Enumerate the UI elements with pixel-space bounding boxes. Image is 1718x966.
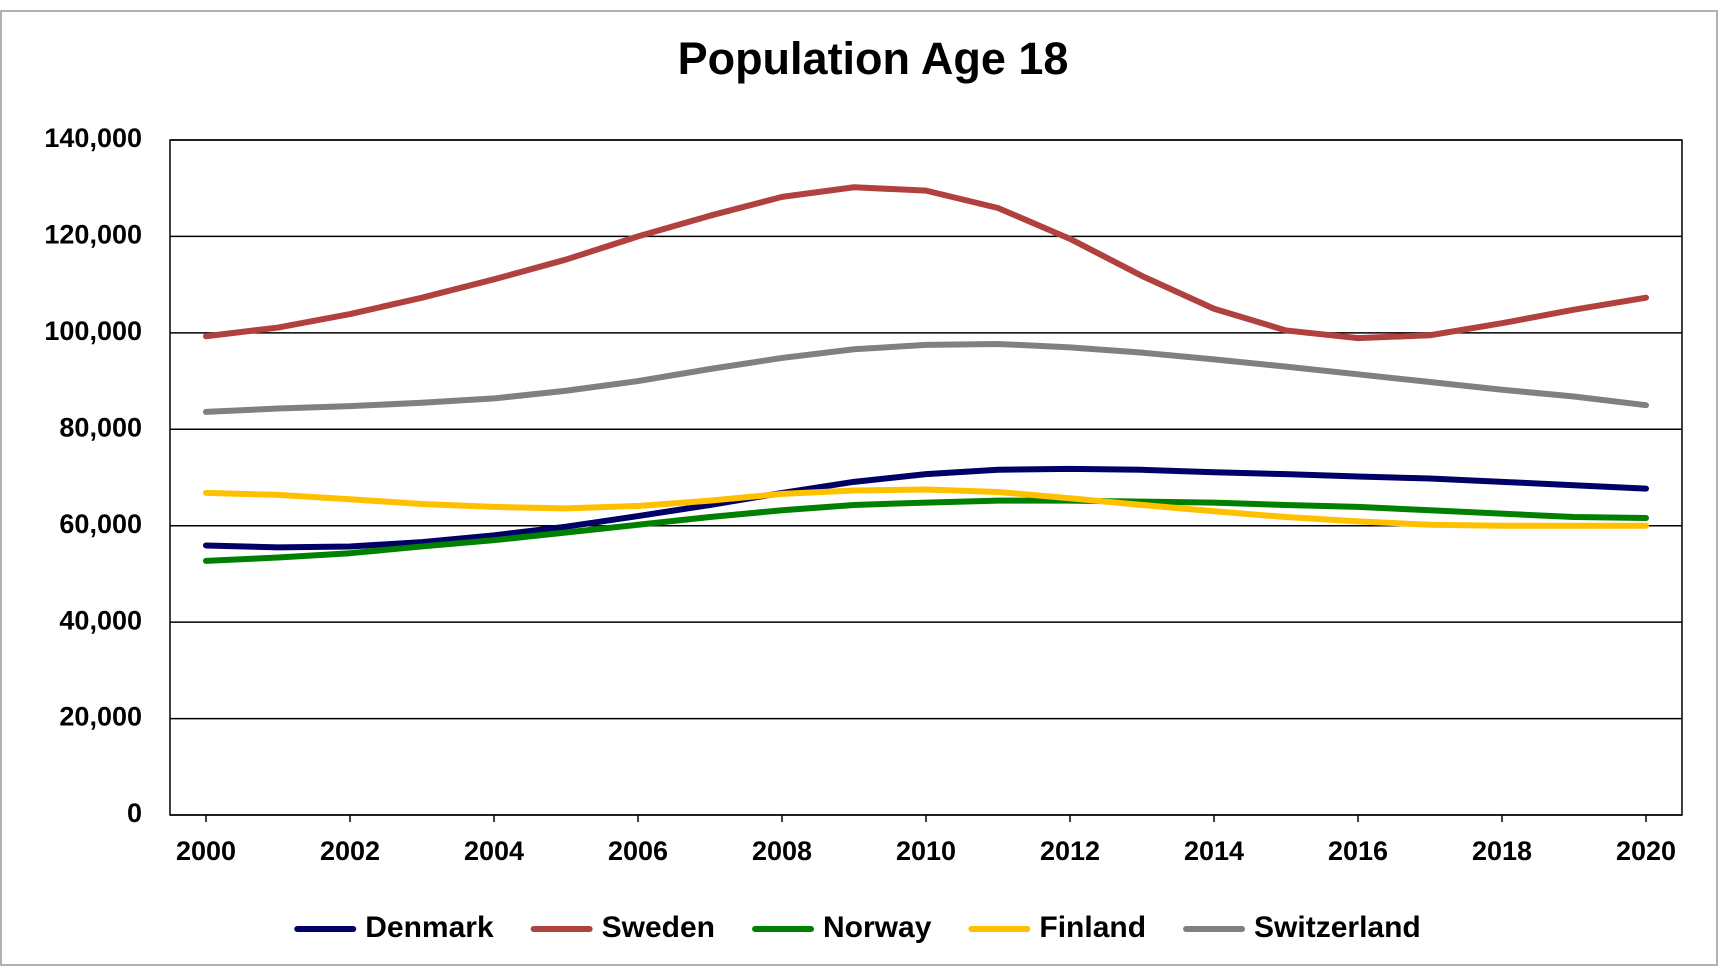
y-tick-label: 140,000 [44,123,142,153]
x-tick-label: 2000 [176,836,236,866]
x-tick-label: 2018 [1472,836,1532,866]
series-line [203,340,1649,415]
legend-label: Sweden [602,911,715,944]
legend-label: Norway [823,911,932,944]
series-line [203,465,1649,551]
x-tick-label: 2004 [464,836,524,866]
series-line [203,184,1649,342]
legend-label: Denmark [365,911,494,944]
y-tick-label: 100,000 [44,316,142,346]
plot-frame [169,139,1683,816]
x-tick-label: 2006 [608,836,668,866]
y-tick-label: 80,000 [59,412,142,442]
x-tick-label: 2020 [1616,836,1676,866]
y-tick-label: 120,000 [44,220,142,250]
series-line [203,486,1649,529]
x-tick-label: 2002 [320,836,380,866]
legend-label: Switzerland [1254,911,1421,944]
chart-title: Population Age 18 [678,33,1069,84]
x-tick-label: 2008 [752,836,812,866]
y-tick-label: 20,000 [59,702,142,732]
series-line [203,497,1649,564]
y-tick-label: 40,000 [59,605,142,635]
x-tick-label: 2016 [1328,836,1388,866]
legend-label: Finland [1039,911,1146,944]
x-tick-label: 2012 [1040,836,1100,866]
x-tick-label: 2014 [1184,836,1244,866]
y-tick-label: 60,000 [59,509,142,539]
x-tick-label: 2010 [896,836,956,866]
y-tick-label: 0 [127,798,142,828]
